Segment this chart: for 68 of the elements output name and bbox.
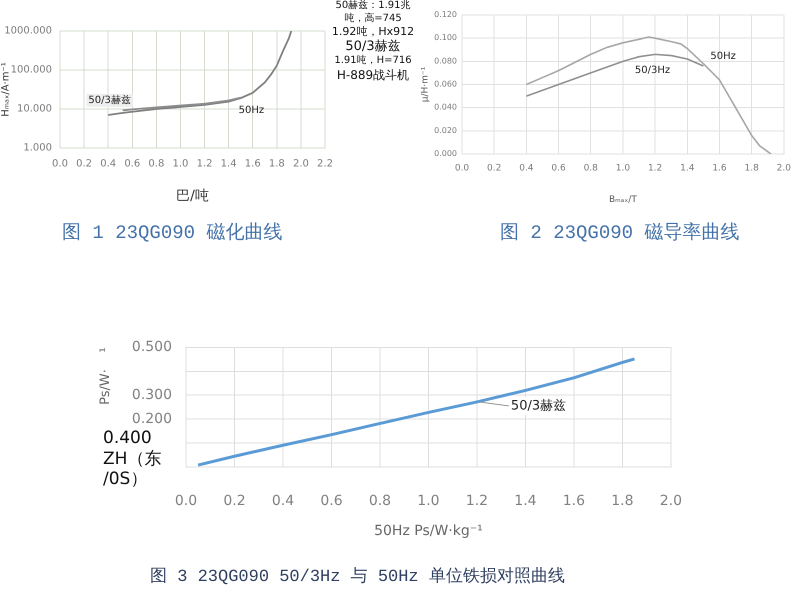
y-tick-label: 0.020 xyxy=(434,126,457,135)
series-label: 50/3Hz xyxy=(634,64,670,76)
y-tick-label: 100.000 xyxy=(10,64,52,76)
x-tick-label: 1.8 xyxy=(611,493,634,510)
x-tick-label: 0.8 xyxy=(584,164,598,174)
x-tick-label: 0.2 xyxy=(76,158,92,170)
series-label: 50Hz xyxy=(238,105,264,116)
x-tick-label: 1.6 xyxy=(562,493,586,510)
x-tick-label: 0.6 xyxy=(124,158,140,170)
x-tick-label: 0.6 xyxy=(551,164,566,174)
x-tick-label: 1.2 xyxy=(196,158,212,170)
text: 图 1 23QG090 磁化曲线 xyxy=(62,222,282,245)
text: H-889战斗机 xyxy=(336,68,410,82)
text: 1.92吨，Hx912 xyxy=(330,25,416,39)
y-axis-title: Ps/W· ¹ xyxy=(98,347,114,405)
x-tick-label: 1.0 xyxy=(172,158,188,170)
x-tick-label: 1.0 xyxy=(616,164,630,174)
x-tick-label: 1.4 xyxy=(220,158,237,170)
y-tick-label: 0.200 xyxy=(132,410,172,427)
y-tick-label: 0.300 xyxy=(132,386,172,403)
x-tick-label: 2.0 xyxy=(660,493,682,510)
x-tick-label: 1.6 xyxy=(244,158,261,170)
x-tick-label: 0.8 xyxy=(148,158,164,170)
x-tick-label: 0.0 xyxy=(454,164,470,174)
y-tick-label: 0.000 xyxy=(434,149,457,158)
x-tick-label: 0.4 xyxy=(272,493,294,510)
y-tick-label: 0.500 xyxy=(132,339,172,356)
x-tick-label: 0.0 xyxy=(52,158,68,170)
y-tick-label: 0.100 xyxy=(434,33,457,42)
text: 50/3赫兹 xyxy=(344,38,402,54)
y-tick-label: 1.000 xyxy=(23,142,52,154)
x-tick-label: 1.4 xyxy=(680,164,695,174)
text: 1.91吨，H=716 xyxy=(333,55,413,68)
x-tick-label: 1.8 xyxy=(744,164,760,174)
series-label: 50/3赫兹 xyxy=(510,398,566,414)
text: 50赫兹：1.91兆吨，高=745 xyxy=(334,0,412,25)
y-tick-label: 0.120 xyxy=(434,10,457,20)
x-tick-label: 2.0 xyxy=(292,158,309,170)
x-axis-title: 巴/吨 xyxy=(176,188,209,204)
x-tick-label: 0.8 xyxy=(368,493,392,510)
y-tick-label: 0.040 xyxy=(434,102,457,112)
text: 0.400 ZH（东 /0S） xyxy=(103,428,163,490)
y-tick-label: 0.060 xyxy=(434,80,457,89)
x-axis-title: 50Hz Ps/W·kg⁻¹ xyxy=(374,523,483,540)
x-tick-label: 1.2 xyxy=(648,164,662,174)
x-tick-label: 0.4 xyxy=(519,164,534,174)
x-tick-label: 1.8 xyxy=(268,158,285,170)
x-tick-label: 0.0 xyxy=(174,493,198,510)
y-axis-title: μ/H·m⁻¹ xyxy=(420,66,431,102)
y-tick-label: 1000.000 xyxy=(4,26,52,37)
y-axis-title: Hₘₐₓ/A·m⁻¹ xyxy=(0,62,12,117)
x-tick-label: 0.2 xyxy=(487,164,502,174)
x-tick-label: 2.0 xyxy=(776,164,792,174)
series-label: 50/3赫兹 xyxy=(88,94,131,106)
text: 图 2 23QG090 磁导率曲线 xyxy=(500,222,740,245)
text: 图 3 23QG090 50/3Hz 与 50Hz 单位铁损对照曲线 xyxy=(150,568,565,588)
x-axis-title: Bₘₐₓ/T xyxy=(609,194,638,205)
x-tick-label: 0.6 xyxy=(320,493,343,510)
series-label: 50Hz xyxy=(710,51,736,62)
x-tick-label: 1.4 xyxy=(514,493,537,510)
x-tick-label: 0.2 xyxy=(223,493,246,510)
y-tick-label: 0.080 xyxy=(434,56,457,66)
x-tick-label: 1.6 xyxy=(712,164,727,174)
y-tick-label: 10.000 xyxy=(17,104,52,115)
x-tick-label: 1.2 xyxy=(466,493,488,510)
x-tick-label: 0.4 xyxy=(100,158,116,170)
x-tick-label: 2.2 xyxy=(317,158,333,170)
x-tick-label: 1.0 xyxy=(417,493,440,510)
